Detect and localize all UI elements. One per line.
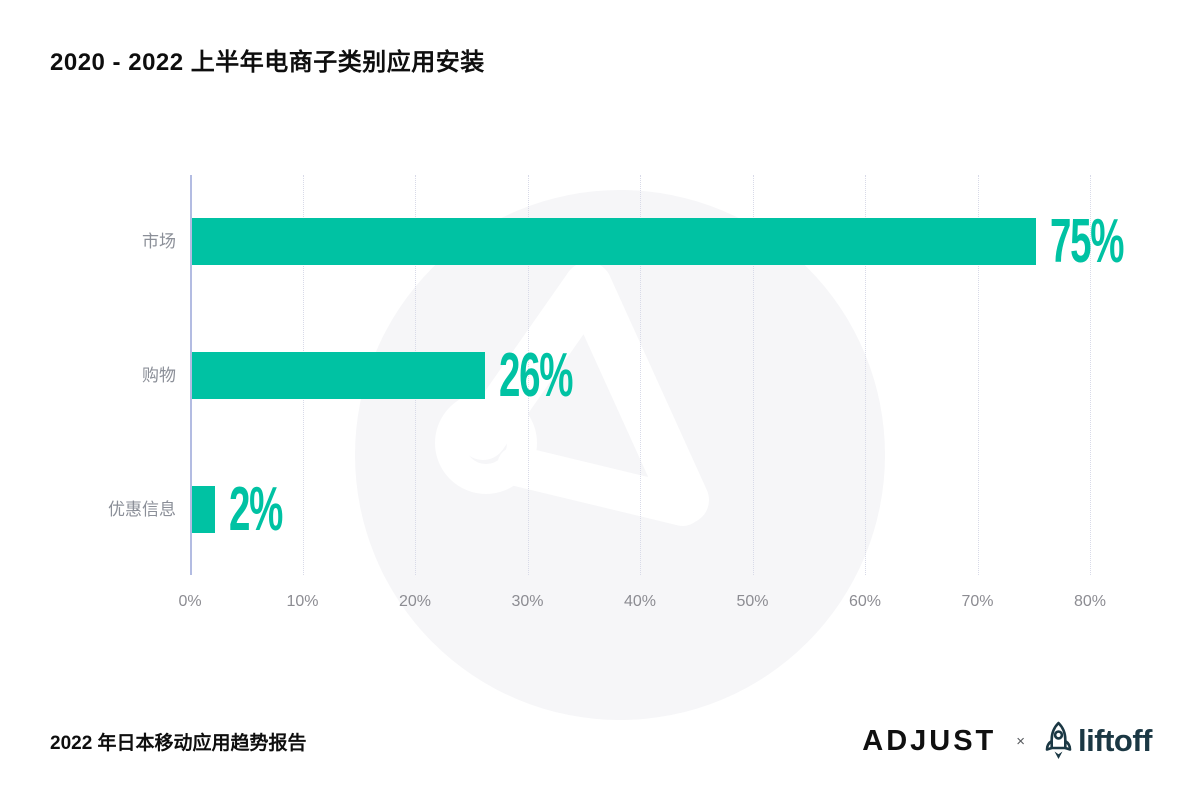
x-tick-label: 70%: [961, 593, 994, 610]
category-label: 购物: [142, 366, 176, 385]
x-tick-label: 0%: [178, 593, 202, 610]
x-tick-label: 50%: [736, 593, 769, 610]
category-label: 优惠信息: [108, 500, 176, 519]
y-axis-line: [190, 175, 192, 575]
bar: [192, 352, 485, 399]
bar-value-label: 26%: [498, 341, 573, 410]
footer-logos: ADJUST × liftoff: [862, 721, 1152, 761]
multiply-separator-icon: ×: [1016, 732, 1026, 750]
gridline: [640, 175, 641, 575]
liftoff-logo: liftoff: [1045, 721, 1152, 761]
gridline: [527, 175, 529, 575]
liftoff-wordmark: liftoff: [1078, 723, 1152, 758]
footer: 2022 年日本移动应用趋势报告 ADJUST × liftoff: [50, 710, 1152, 772]
bar-value-label: 2%: [228, 475, 283, 544]
gridline: [1090, 175, 1091, 575]
x-axis-tick-row: 0% 10% 20% 30% 40% 50% 60% 70% 80%: [178, 593, 1106, 617]
category-label: 市场: [142, 232, 176, 251]
rocket-icon: [1045, 721, 1072, 759]
bar-chart-plot-area: 75% 市场 26% 购物 2% 优惠信息: [108, 175, 1124, 575]
bar: [192, 486, 215, 533]
x-tick-label: 80%: [1073, 593, 1107, 610]
gridline: [865, 175, 866, 575]
gridline: [752, 175, 754, 575]
x-tick-label: 60%: [848, 593, 882, 610]
footer-source-text: 2022 年日本移动应用趋势报告: [50, 732, 307, 754]
x-tick-label: 30%: [511, 593, 544, 610]
gridline: [977, 175, 979, 575]
bar: [192, 218, 1036, 265]
page-title: 2020 - 2022 上半年电商子类别应用安装: [50, 49, 485, 76]
adjust-logo: ADJUST: [862, 724, 997, 757]
x-tick-label: 40%: [623, 593, 657, 610]
x-tick-label: 20%: [398, 593, 432, 610]
bar-value-label: 75%: [1049, 207, 1124, 276]
x-tick-label: 10%: [286, 593, 319, 610]
